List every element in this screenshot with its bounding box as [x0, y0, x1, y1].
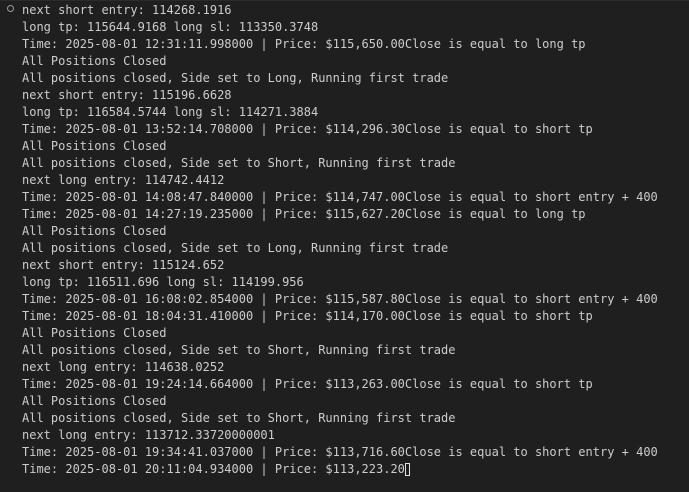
output-lines: next short entry: 114268.1916 long tp: 1… — [22, 2, 689, 478]
output-line: All Positions Closed — [22, 326, 167, 340]
output-line: long tp: 116511.696 long sl: 114199.956 — [22, 275, 304, 289]
output-line: long tp: 116584.5744 long sl: 114271.388… — [22, 105, 319, 119]
output-line: All positions closed, Side set to Short,… — [22, 343, 456, 357]
text-cursor — [404, 463, 410, 476]
output-line: Time: 2025-08-01 19:34:41.037000 | Price… — [22, 445, 658, 459]
output-line-current[interactable]: Time: 2025-08-01 20:11:04.934000 | Price… — [22, 461, 689, 478]
output-line: All Positions Closed — [22, 394, 167, 408]
output-line: Time: 2025-08-01 14:08:47.840000 | Price… — [22, 190, 658, 204]
command-decoration-icon[interactable] — [7, 5, 14, 12]
output-line: Time: 2025-08-01 18:04:31.410000 | Price… — [22, 309, 593, 323]
output-line: Time: 2025-08-01 14:27:19.235000 | Price… — [22, 207, 586, 221]
output-line: All positions closed, Side set to Short,… — [22, 156, 456, 170]
output-line: Time: 2025-08-01 13:52:14.708000 | Price… — [22, 122, 593, 136]
output-line: Time: 2025-08-01 16:08:02.854000 | Price… — [22, 292, 658, 306]
output-line: next long entry: 114742.4412 — [22, 173, 225, 187]
output-line: next long entry: 113712.33720000001 — [22, 428, 275, 442]
output-line: Time: 2025-08-01 19:24:14.664000 | Price… — [22, 377, 593, 391]
output-line: All Positions Closed — [22, 54, 167, 68]
output-line: long tp: 115644.9168 long sl: 113350.374… — [22, 20, 319, 34]
output-line: next long entry: 114638.0252 — [22, 360, 225, 374]
output-line: Time: 2025-08-01 12:31:11.998000 | Price… — [22, 37, 586, 51]
output-line: next short entry: 114268.1916 — [22, 3, 232, 17]
current-line-text: Time: 2025-08-01 20:11:04.934000 | Price… — [22, 462, 405, 476]
output-line: All positions closed, Side set to Long, … — [22, 71, 449, 85]
output-line: All positions closed, Side set to Long, … — [22, 241, 449, 255]
output-line: next short entry: 115196.6628 — [22, 88, 232, 102]
output-line: All Positions Closed — [22, 224, 167, 238]
output-line: All positions closed, Side set to Short,… — [22, 411, 456, 425]
output-line: All Positions Closed — [22, 139, 167, 153]
output-line: next short entry: 115124.652 — [22, 258, 225, 272]
